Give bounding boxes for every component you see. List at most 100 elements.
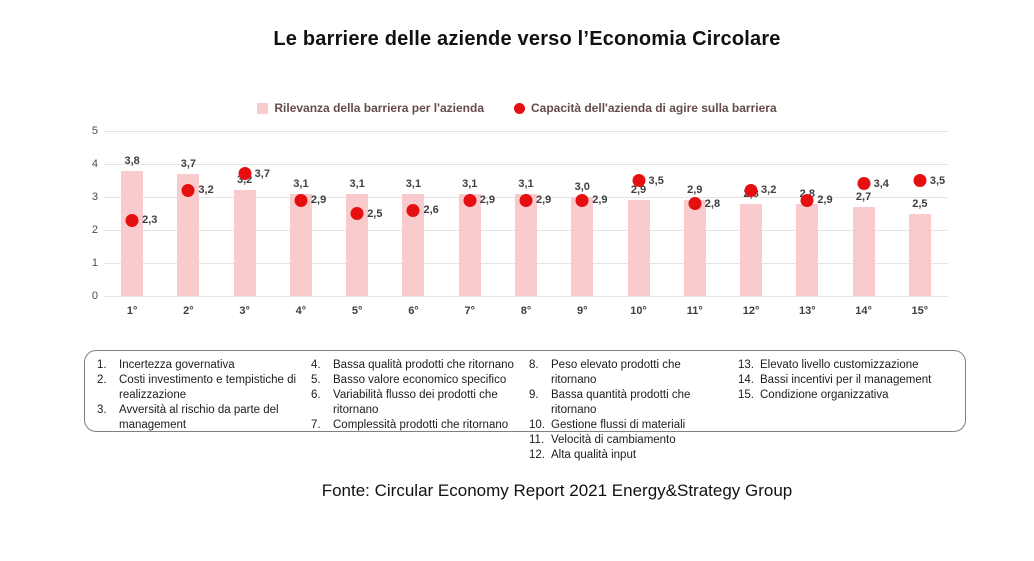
chart-legend: Rilevanza della barriera per l'azienda C… <box>0 101 1034 115</box>
dot-value-label: 3,2 <box>198 184 214 197</box>
barrier-number: 12. <box>529 448 545 461</box>
chart-column: 2,9 3,5 10° <box>610 131 666 317</box>
barrier-list-item: 6. Variabilità flusso dei prodotti che ri… <box>311 388 529 418</box>
chart-column: 2,9 2,8 11° <box>667 131 723 317</box>
barrier-text: Velocità di cambiamento <box>551 433 676 446</box>
barrier-number: 14. <box>738 373 754 386</box>
y-axis-tick-label: 5 <box>91 125 98 137</box>
bar-rilevanza <box>683 200 706 296</box>
chart-column: 2,83,212° <box>723 131 779 317</box>
y-axis: 0 1 2 3 4 5 <box>84 125 104 302</box>
bar-rilevanza <box>233 190 256 296</box>
bar-swatch-icon <box>257 102 269 114</box>
chart-column: 3,1 2,9 4° <box>273 131 329 317</box>
barrier-number: 9. <box>529 388 539 401</box>
barrier-number: 2. <box>97 373 107 386</box>
bar-value-label: 2,9 <box>630 184 647 197</box>
capacita-dot <box>238 167 252 181</box>
bar-value-label: 3,1 <box>349 177 365 190</box>
page-title: Le barriere delle aziende verso l’Econom… <box>273 28 781 50</box>
barrier-number: 15. <box>738 388 754 401</box>
dot-value-label: 2,3 <box>142 214 158 227</box>
x-axis-category-label: 7° <box>464 305 475 317</box>
bar-rilevanza <box>289 193 312 296</box>
barrier-text: Incertezza governativa <box>119 359 235 371</box>
x-axis-category-label: 2° <box>183 305 194 317</box>
dot-value-label: 2,9 <box>310 194 327 207</box>
x-axis-category-label: 6° <box>408 305 419 317</box>
chart-column: 3,0 2,9 9° <box>554 131 610 317</box>
y-axis-tick-label: 0 <box>91 290 98 302</box>
capacita-dot <box>125 213 139 227</box>
dot-value-label: 2,8 <box>704 197 721 210</box>
y-axis-tick-label: 4 <box>91 158 98 170</box>
barrier-list-item: 3. Avversità al rischio da parte del mana… <box>97 403 311 433</box>
barrier-list-item: 7. Complessità prodotti che ritornano <box>311 418 529 433</box>
bar-rilevanza <box>796 203 819 296</box>
bar-value-label: 3,7 <box>180 157 197 170</box>
bar-rilevanza <box>514 193 537 296</box>
capacita-dot <box>857 177 871 191</box>
dot-value-label: 2,5 <box>367 207 383 220</box>
y-axis-tick-label: 2 <box>91 224 98 236</box>
dot-value-label: 3,5 <box>648 174 664 187</box>
barrier-text: Complessità prodotti che ritornano <box>333 418 509 431</box>
chart-column: 3,1 2,9 7° <box>442 131 498 317</box>
barrier-number: 3. <box>97 403 107 416</box>
dot-swatch-icon <box>514 102 525 114</box>
legend-item-dot: Capacità dell'azienda di agire sulla bar… <box>514 101 777 115</box>
chart-column: 3,1 2,9 8° <box>498 131 554 317</box>
x-axis-category-label: 8° <box>520 305 532 317</box>
legend-dot-label: Capacità dell'azienda di agire sulla bar… <box>531 101 777 115</box>
barrier-text: Peso elevato prodotti che ritornano <box>551 359 681 386</box>
x-axis-category-label: 10° <box>630 305 647 317</box>
x-axis-category-label: 5° <box>351 305 363 317</box>
capacita-dot <box>181 183 195 197</box>
x-axis-category-label: 12° <box>742 305 760 317</box>
barrier-text: Gestione flussi di materiali <box>551 418 686 431</box>
bar-value-label: 3,1 <box>518 177 534 190</box>
bar-rilevanza <box>740 203 763 296</box>
barrier-number: 10. <box>529 418 545 431</box>
barrier-number: 13. <box>738 359 754 371</box>
barrier-number: 6. <box>311 388 321 401</box>
bar-rilevanza <box>571 197 594 296</box>
bar-value-label: 3,0 <box>574 181 590 193</box>
barrier-number: 8. <box>529 359 539 371</box>
y-axis-tick-label: 1 <box>91 257 98 269</box>
barrier-text: Basso valore economico specifico <box>333 373 507 386</box>
barrier-text: Bassa qualità prodotti che ritornano <box>333 359 514 371</box>
bar-rilevanza <box>121 170 144 296</box>
barrier-list-item: 13. Elevato livello customizzazione <box>738 358 955 373</box>
barrier-number: 7. <box>311 418 321 431</box>
bar-value-label: 3,1 <box>462 177 478 190</box>
x-axis-category-label: 3° <box>239 305 250 317</box>
dot-value-label: 3,7 <box>254 167 270 180</box>
source-caption: Fonte: Circular Economy Report 2021 Ener… <box>321 481 793 500</box>
barrier-text: Condizione organizzativa <box>760 388 889 401</box>
barrier-number: 4. <box>311 359 321 371</box>
capacita-dot <box>519 193 533 207</box>
bar-rilevanza <box>852 206 875 296</box>
legend-bar-label: Rilevanza della barriera per l'azienda <box>274 101 484 115</box>
capacita-dot <box>463 193 477 207</box>
dot-value-label: 3,4 <box>873 177 889 190</box>
dot-value-label: 2,9 <box>535 194 552 207</box>
dot-value-label: 2,9 <box>479 194 496 207</box>
capacita-dot <box>294 193 308 207</box>
barrier-number: 11. <box>529 433 545 446</box>
bar-value-label: 2,7 <box>855 190 872 203</box>
barrier-list-item: 5. Basso valore economico specifico <box>311 373 529 388</box>
dot-value-label: 2,6 <box>423 204 439 217</box>
legend-item-bar: Rilevanza della barriera per l'azienda <box>257 101 484 115</box>
x-axis-category-label: 9° <box>576 305 588 317</box>
barrier-text: Avversità al rischio da parte del manage… <box>119 403 279 431</box>
barrier-list-column: 4. Bassa qualità prodotti che ritornano 5.… <box>311 358 529 463</box>
barrier-list-item: 2. Costi investimento e tempistiche di re… <box>97 373 311 403</box>
barrier-text: Variabilità flusso dei prodotti che rito… <box>333 388 498 416</box>
barrier-text: Elevato livello customizzazione <box>760 359 919 371</box>
dot-value-label: 2,9 <box>592 194 608 207</box>
barrier-list-item: 14. Bassi incentivi per il management <box>738 373 955 388</box>
dot-value-label: 3,5 <box>929 174 946 187</box>
